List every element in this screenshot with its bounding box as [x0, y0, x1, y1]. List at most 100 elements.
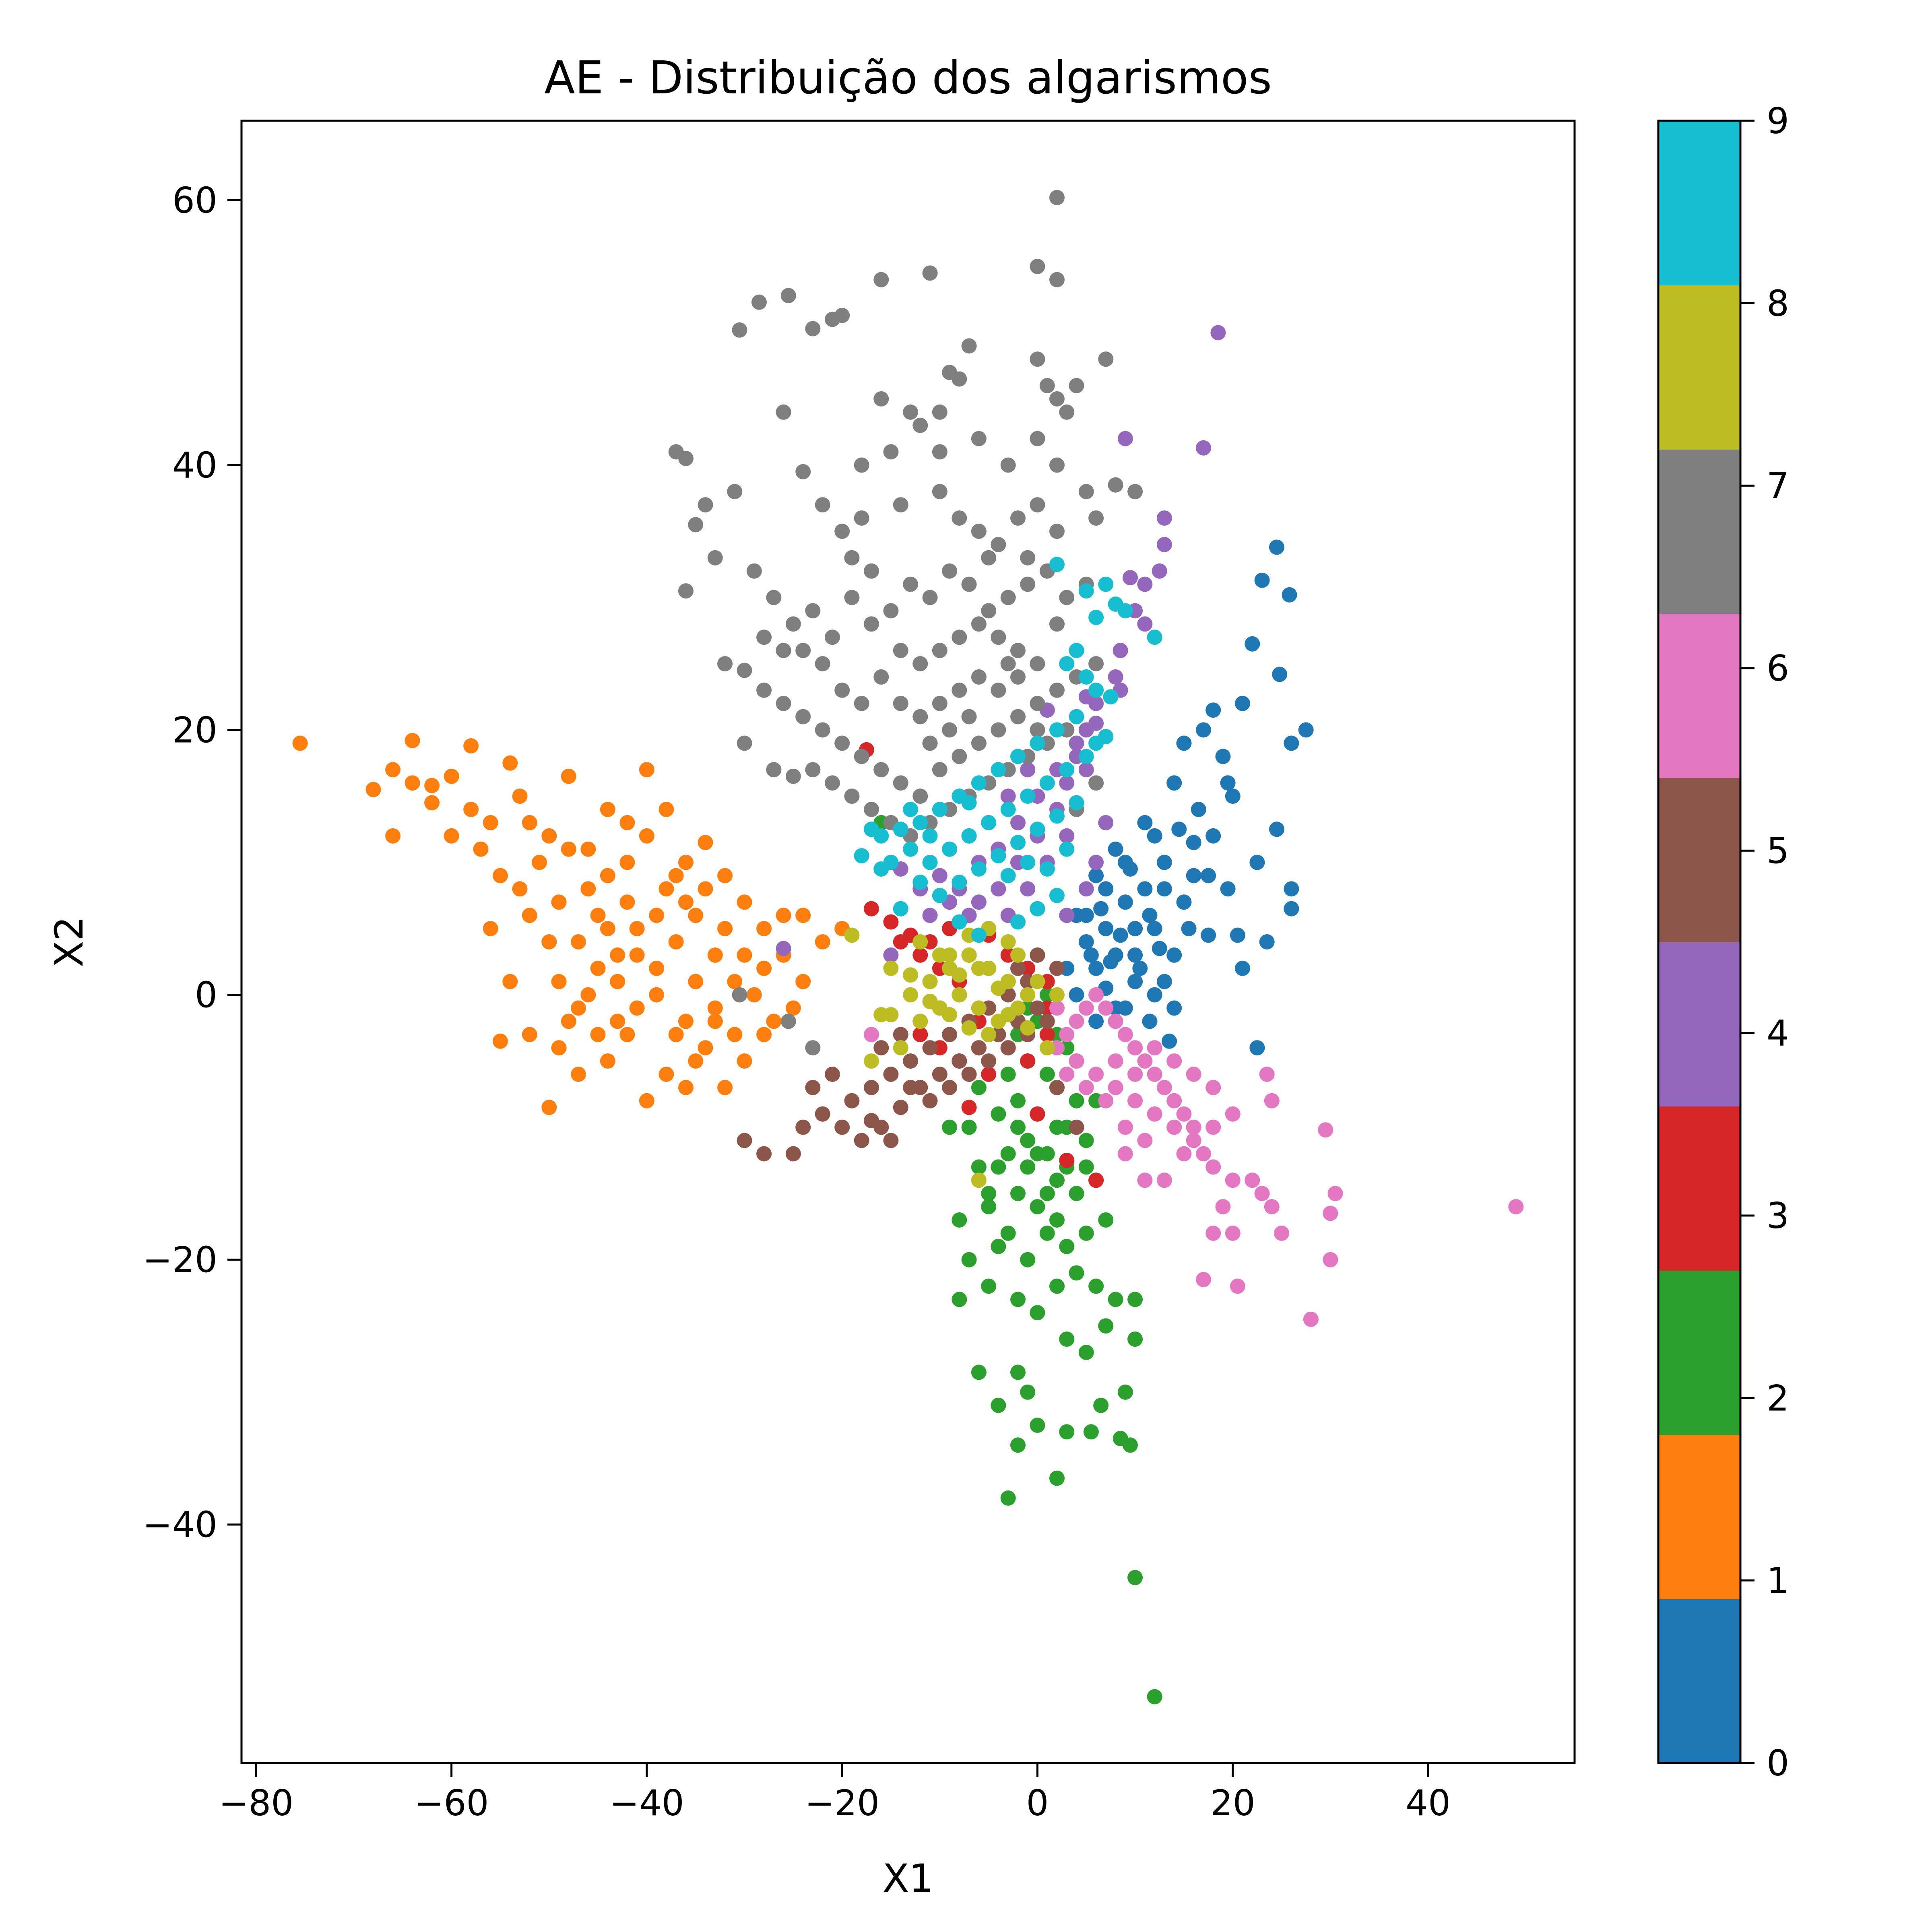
- point-digit-2: [971, 1159, 987, 1175]
- point-digit-2: [1083, 1424, 1099, 1440]
- point-digit-4: [883, 947, 899, 963]
- point-digit-9: [1049, 888, 1065, 903]
- point-digit-7: [1010, 669, 1026, 685]
- point-digit-8: [903, 987, 919, 1003]
- point-digit-8: [873, 1007, 889, 1022]
- point-digit-7: [678, 451, 694, 466]
- point-digit-0: [1298, 722, 1314, 738]
- point-digit-0: [1108, 841, 1123, 857]
- point-digit-1: [522, 908, 537, 923]
- point-digit-4: [1088, 855, 1104, 870]
- point-digit-0: [1254, 572, 1270, 588]
- point-digit-4: [1113, 643, 1128, 658]
- point-digit-1: [737, 947, 752, 963]
- point-digit-7: [732, 322, 747, 338]
- point-digit-9: [912, 815, 928, 830]
- point-digit-3: [1088, 1172, 1104, 1188]
- point-digit-5: [795, 1119, 811, 1135]
- point-digit-6: [1156, 1080, 1172, 1095]
- point-digit-6: [1147, 1106, 1162, 1122]
- point-digit-2: [1039, 1186, 1055, 1201]
- point-digit-8: [893, 1040, 908, 1056]
- point-digit-2: [1049, 1278, 1065, 1294]
- point-digit-0: [1245, 636, 1260, 652]
- point-digit-4: [1117, 431, 1133, 446]
- point-digit-9: [971, 861, 987, 877]
- point-digit-1: [776, 908, 791, 923]
- point-digit-4: [1088, 716, 1104, 731]
- point-digit-1: [600, 1053, 615, 1069]
- point-digit-9: [1030, 735, 1045, 751]
- point-digit-7: [795, 643, 811, 658]
- point-digit-1: [756, 1027, 772, 1042]
- colorbar-segment-4: [1658, 942, 1740, 1106]
- point-digit-7: [844, 590, 860, 605]
- point-digit-7: [717, 656, 733, 671]
- point-digit-6: [1225, 1106, 1241, 1122]
- point-digit-4: [1010, 815, 1026, 830]
- point-digit-7: [805, 762, 821, 778]
- point-digit-2: [991, 1238, 1006, 1254]
- point-digit-8: [1010, 947, 1026, 963]
- point-digit-1: [698, 835, 713, 850]
- point-digit-9: [1039, 861, 1055, 877]
- point-digit-1: [600, 868, 615, 883]
- point-digit-7: [942, 722, 958, 738]
- point-digit-8: [1039, 1040, 1055, 1056]
- x-tick-label: −40: [609, 1782, 684, 1824]
- point-digit-1: [424, 778, 440, 793]
- point-digit-0: [1166, 1000, 1182, 1016]
- point-digit-0: [1205, 702, 1221, 718]
- point-digit-3: [1020, 1053, 1036, 1069]
- point-digit-3: [864, 901, 879, 916]
- point-digit-6: [1323, 1205, 1338, 1221]
- point-digit-7: [825, 775, 840, 791]
- point-digit-9: [1020, 788, 1036, 804]
- point-digit-2: [981, 1199, 997, 1215]
- point-digit-1: [561, 841, 576, 857]
- point-digit-3: [1059, 1152, 1075, 1168]
- point-digit-1: [707, 1013, 723, 1029]
- point-digit-7: [1049, 457, 1065, 473]
- point-digit-7: [893, 775, 908, 791]
- point-digit-2: [1059, 1424, 1075, 1440]
- point-digit-6: [1264, 1093, 1280, 1108]
- point-digit-2: [1088, 1278, 1104, 1294]
- point-digit-2: [991, 1106, 1006, 1122]
- point-digit-2: [981, 1186, 997, 1201]
- point-digit-6: [1127, 1067, 1143, 1082]
- point-digit-6: [1205, 1080, 1221, 1095]
- point-digit-7: [952, 749, 967, 764]
- point-digit-0: [1147, 987, 1162, 1003]
- point-digit-1: [629, 1000, 645, 1016]
- point-digit-1: [522, 1027, 537, 1042]
- point-digit-6: [1186, 1119, 1201, 1135]
- point-digit-2: [971, 1364, 987, 1380]
- point-digit-6: [1264, 1199, 1280, 1215]
- point-digit-7: [932, 444, 947, 460]
- point-digit-1: [610, 1013, 625, 1029]
- point-digit-5: [805, 1080, 821, 1095]
- point-digit-1: [405, 775, 420, 791]
- chart-title: AE - Distribuição dos algarismos: [544, 52, 1272, 104]
- point-digit-6: [1117, 1027, 1133, 1042]
- point-digit-6: [1215, 1199, 1231, 1215]
- point-digit-7: [1078, 484, 1094, 500]
- point-digit-0: [1284, 901, 1299, 916]
- point-digit-3: [961, 1100, 977, 1115]
- point-digit-1: [424, 795, 440, 811]
- point-digit-1: [385, 762, 401, 778]
- point-digit-9: [864, 822, 879, 837]
- point-digit-2: [1113, 1430, 1128, 1446]
- point-digit-6: [1078, 1080, 1094, 1095]
- point-digit-7: [688, 517, 704, 533]
- point-digit-1: [493, 868, 508, 883]
- point-digit-7: [1000, 590, 1016, 605]
- point-digit-0: [1137, 881, 1153, 897]
- point-digit-8: [961, 1020, 977, 1036]
- colorbar-tick-label: 3: [1767, 1195, 1789, 1236]
- point-digit-7: [961, 338, 977, 354]
- scatter-points: [292, 190, 1524, 1705]
- point-digit-1: [483, 815, 498, 830]
- point-digit-7: [737, 663, 752, 678]
